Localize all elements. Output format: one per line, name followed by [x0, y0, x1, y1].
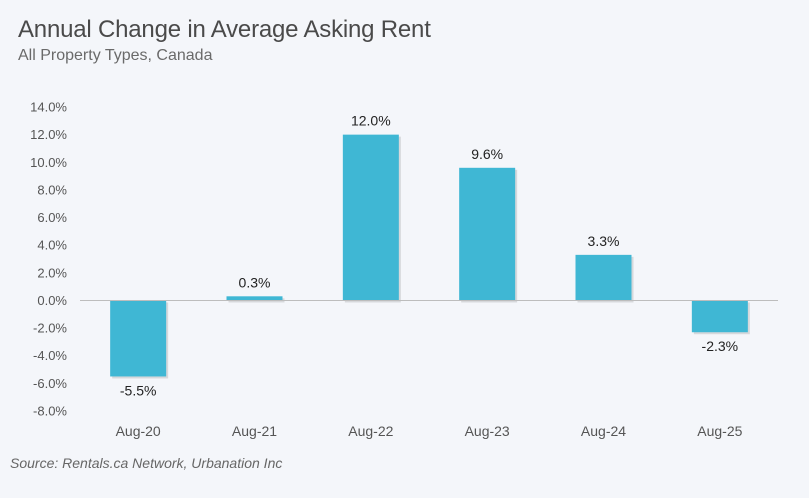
x-tick-label: Aug-24 [581, 423, 626, 439]
x-axis: Aug-20 Aug-21 Aug-22 Aug-23 Aug-24 Aug-25 [116, 423, 743, 439]
x-tick-label: Aug-21 [232, 423, 277, 439]
bar-aug-24 [575, 254, 632, 301]
data-label: 0.3% [239, 274, 271, 290]
chart-source-note: Source: Rentals.ca Network, Urbanation I… [10, 455, 283, 471]
chart-title: Annual Change in Average Asking Rent [18, 16, 431, 43]
bar-aug-21 [226, 296, 283, 301]
y-tick-label: -2.0% [33, 321, 67, 336]
chart-subtitle: All Property Types, Canada [18, 47, 213, 64]
bar-aug-25 [691, 300, 748, 333]
y-tick-label: -4.0% [33, 348, 67, 363]
x-tick-label: Aug-20 [116, 423, 161, 439]
y-tick-label: -6.0% [33, 376, 67, 391]
y-tick-label: 6.0% [37, 210, 67, 225]
x-tick-label: Aug-23 [465, 423, 510, 439]
data-label: 3.3% [588, 233, 620, 249]
y-tick-label: 8.0% [37, 182, 67, 197]
data-label: -5.5% [120, 382, 157, 398]
y-axis: 14.0% 12.0% 10.0% 8.0% 6.0% 4.0% 2.0% 0.0% -2.0%… [30, 100, 67, 419]
y-tick-label: 12.0% [30, 127, 67, 142]
bar-aug-23 [459, 167, 516, 301]
x-tick-label: Aug-22 [348, 423, 393, 439]
y-tick-label: 0.0% [37, 293, 67, 308]
data-label: -2.3% [702, 338, 739, 354]
data-label: 12.0% [351, 113, 391, 129]
bar-aug-22 [342, 134, 399, 301]
data-label: 9.6% [471, 146, 503, 162]
y-tick-label: 10.0% [30, 155, 67, 170]
y-tick-label: 2.0% [37, 265, 67, 280]
y-tick-label: 4.0% [37, 238, 67, 253]
y-tick-label: 14.0% [30, 100, 67, 115]
bar-aug-20 [110, 300, 167, 377]
data-labels: -5.5% 0.3% 12.0% 9.6% 3.3% -2.3% [120, 113, 738, 399]
x-tick-label: Aug-25 [697, 423, 742, 439]
bars [110, 134, 750, 379]
y-tick-label: -8.0% [33, 404, 67, 419]
